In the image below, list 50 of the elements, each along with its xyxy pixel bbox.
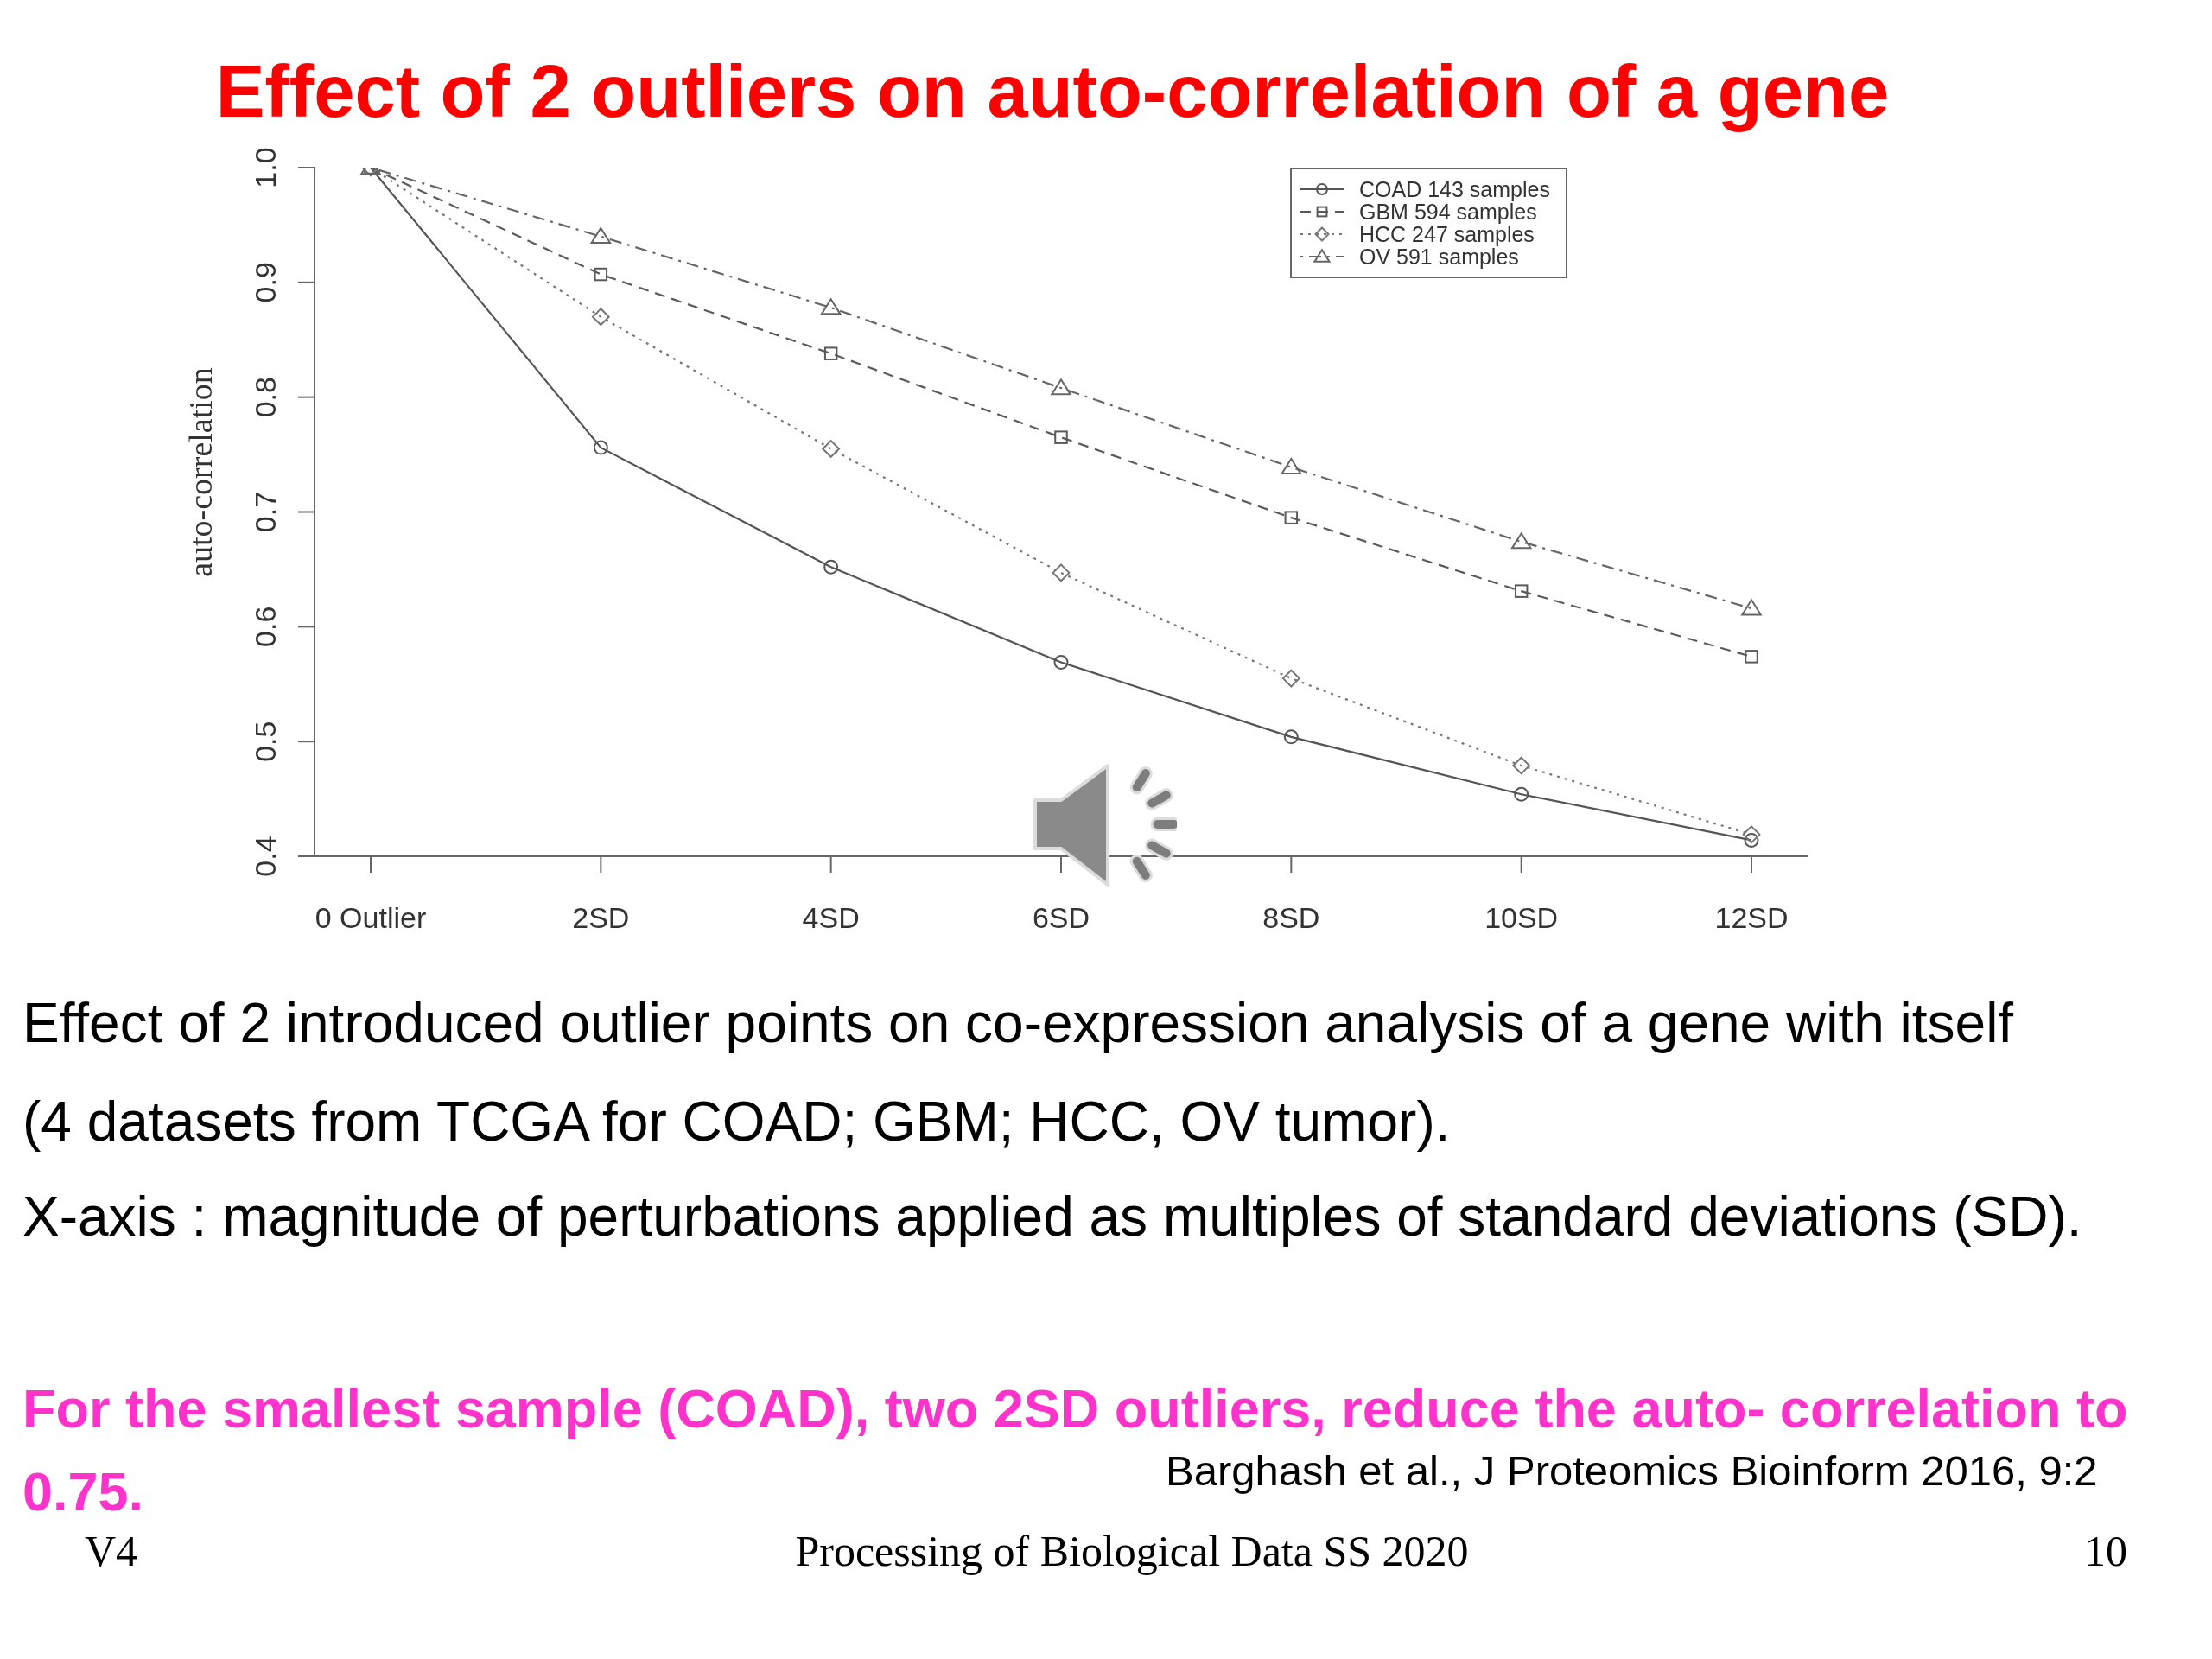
- text: Effect of 2 introduced outlier points on co-expression analysis of a gene with itself: [22, 991, 2014, 1056]
- y-axis-title: auto-correlation: [182, 367, 219, 577]
- point: [1512, 756, 1531, 775]
- point: [594, 267, 608, 282]
- point: [820, 298, 842, 315]
- point: [1052, 563, 1071, 582]
- text: Processing of Biological Data SS 2020: [795, 1527, 1469, 1575]
- x-tick-label: 10SD: [1484, 901, 1559, 934]
- x-tick-label: 2SD: [572, 901, 630, 934]
- point: [1051, 378, 1071, 396]
- y-tick-label: 0.9: [249, 262, 282, 303]
- point: [1510, 532, 1532, 550]
- point: [1514, 786, 1529, 802]
- text: X-axis : magnitude of perturbations applied as multiples of standard deviations (SD).: [22, 1185, 2082, 1249]
- point: [593, 440, 608, 455]
- text: For the smallest sample (COAD), two 2SD outliers, reduce the auto- correlation to: [22, 1378, 2128, 1439]
- point: [1054, 430, 1068, 444]
- text: 0.75.: [22, 1461, 144, 1522]
- x-tick-label: 12SD: [1714, 901, 1789, 934]
- text: Barghash et al., J Proteomics Bioinform 2016, 9:2: [1166, 1446, 2098, 1496]
- text: 10: [2084, 1526, 2127, 1577]
- point: [1514, 584, 1529, 598]
- point: [1742, 825, 1761, 844]
- y-tick-label: 0.5: [249, 721, 282, 762]
- point: [823, 346, 838, 360]
- y-tick-label: 0.8: [249, 377, 282, 418]
- point: [1745, 650, 1758, 664]
- point: [590, 226, 612, 245]
- point: [1744, 832, 1759, 848]
- text: V4: [85, 1526, 138, 1577]
- point: [591, 308, 610, 327]
- chart-title: Effect of 2 outliers on auto-correlation of a gene: [214, 49, 1891, 134]
- y-tick-label: 0.7: [249, 491, 282, 533]
- text: (4 datasets from TCGA for COAD; GBM; HCC, OV tumor).: [22, 1090, 1451, 1154]
- point: [1284, 511, 1299, 524]
- x-tick-label: 4SD: [802, 901, 860, 934]
- legend-label: COAD 143 samples: [1359, 177, 1550, 201]
- x-tick-label: 6SD: [1032, 901, 1090, 934]
- x-tick-label: 8SD: [1262, 901, 1320, 934]
- y-tick-label: 1.0: [249, 147, 282, 188]
- point: [1281, 457, 1302, 475]
- y-tick-label: 0.4: [249, 836, 282, 877]
- point: [823, 559, 839, 575]
- point: [1283, 729, 1299, 745]
- x-tick-label: 0 Outlier: [315, 901, 427, 934]
- y-tick-label: 0.6: [249, 606, 282, 647]
- point: [1741, 599, 1762, 616]
- point: [1281, 669, 1300, 688]
- point: [822, 440, 841, 458]
- point: [1053, 655, 1069, 671]
